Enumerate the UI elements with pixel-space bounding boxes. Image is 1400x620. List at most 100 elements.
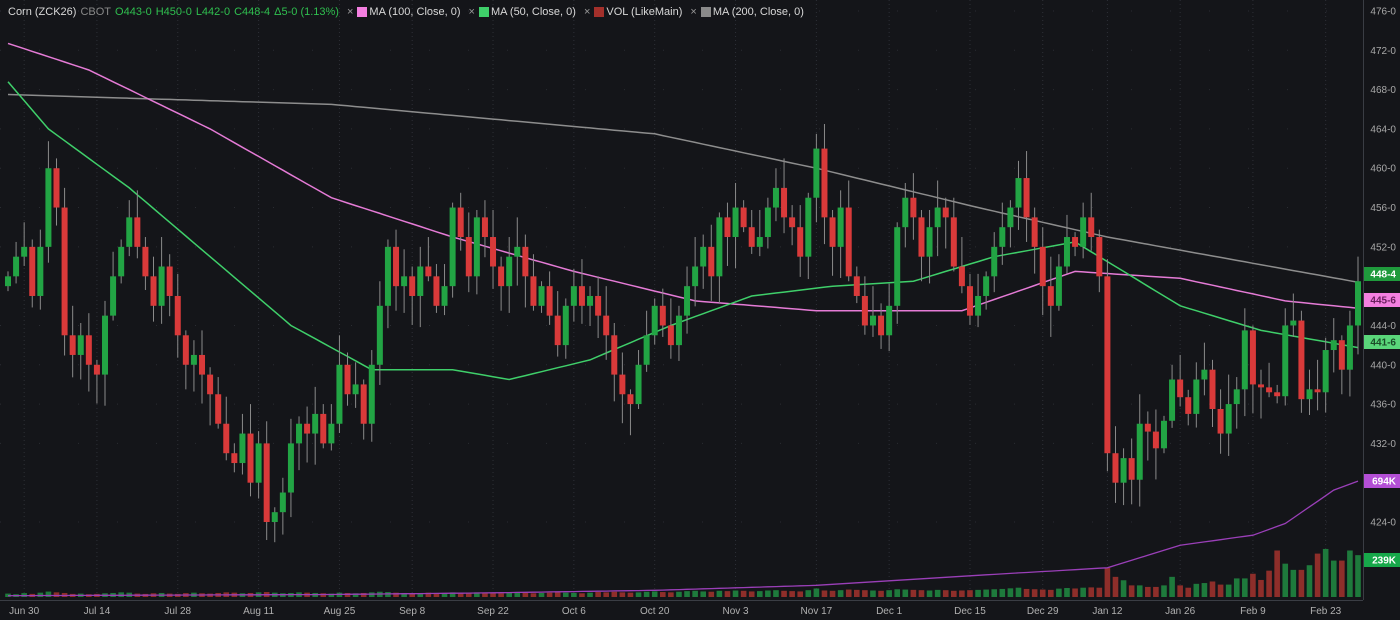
change-value: Δ5-0 (1.13%) [274, 6, 339, 18]
legend-ma200[interactable]: MA (200, Close, 0) [700, 6, 804, 18]
date-tick-label: Jul 28 [164, 606, 191, 617]
candle [384, 239, 391, 329]
ma200-line [7, 93, 1359, 283]
volume-bar [627, 592, 634, 597]
candle [425, 237, 432, 282]
volume-bar [668, 592, 674, 597]
legend-volume[interactable]: VOL (LikeMain) [594, 6, 682, 18]
remove-indicator-ma50-icon[interactable]: × [468, 6, 475, 18]
candle-body [902, 197, 909, 228]
volume-bar [1145, 586, 1151, 597]
candle [134, 190, 141, 259]
volume-bar [797, 591, 804, 597]
volume-bar [805, 590, 812, 597]
candle [1023, 151, 1030, 242]
volume-bar [845, 589, 852, 597]
candle-body [684, 286, 691, 316]
candle [716, 212, 723, 304]
price-tick-label: 464-0 [1370, 124, 1396, 135]
volume-bar [862, 590, 868, 597]
volume-bar [474, 592, 480, 597]
volume-bar [506, 592, 512, 597]
candle [1249, 325, 1256, 414]
candle-body [384, 246, 391, 306]
legend-ma100[interactable]: MA (100, Close, 0) [357, 6, 461, 18]
candle [449, 202, 456, 298]
candle-body [692, 266, 699, 287]
candle [13, 241, 20, 284]
candle-body [199, 354, 206, 375]
candle [1112, 426, 1119, 503]
candle-body [1047, 286, 1054, 306]
date-tick-label: Oct 20 [640, 606, 670, 617]
volume-bar [676, 591, 682, 597]
candle-body [595, 295, 602, 316]
candle [562, 298, 569, 359]
volume-bar [1104, 568, 1111, 597]
remove-indicator-ma100-icon[interactable]: × [346, 6, 354, 18]
price-tick-label: 456-0 [1370, 203, 1396, 214]
volume-bar [765, 590, 771, 597]
legend-volume-label: VOL (LikeMain) [606, 6, 683, 18]
candle [603, 286, 610, 360]
candle-body [1193, 379, 1200, 414]
volume-bar [401, 592, 407, 597]
candle-body [166, 266, 173, 296]
candle [1217, 389, 1224, 454]
candle [1120, 448, 1127, 506]
date-tick-label: Aug 25 [324, 606, 356, 617]
remove-indicator-vol-icon[interactable]: × [583, 6, 591, 18]
legend-ma50[interactable]: MA (50, Close, 0) [478, 6, 576, 18]
volume-bar [595, 592, 601, 597]
candle [643, 310, 650, 372]
ma100-value-tag-bg [1364, 293, 1400, 307]
low-value: L442-0 [195, 6, 231, 18]
volume-bar [457, 592, 464, 597]
volume-bar [417, 592, 424, 597]
candle-body [1063, 237, 1070, 267]
candle-body [239, 433, 246, 464]
candle-body [966, 286, 973, 316]
volume-bar [1088, 587, 1095, 597]
volume-bar [1064, 588, 1070, 597]
candle-body [425, 266, 432, 277]
candle-body [473, 217, 480, 277]
candle [1193, 362, 1200, 428]
volume-bar [902, 589, 909, 597]
candle [166, 254, 173, 317]
volume-bar [1096, 587, 1103, 597]
date-tick-label: Dec 15 [954, 606, 986, 617]
volume-bar [1153, 586, 1159, 597]
candle-body [635, 364, 642, 405]
remove-indicator-ma200-icon[interactable]: × [690, 6, 697, 18]
candle [199, 330, 206, 404]
candle [700, 234, 707, 289]
candle [781, 158, 788, 234]
candle-body [853, 276, 860, 296]
candle [481, 200, 488, 258]
date-tick-label: Nov 17 [801, 606, 833, 617]
candle-body [29, 246, 36, 296]
last-close-tag-bg [1364, 267, 1400, 281]
volume-bar [1112, 576, 1119, 597]
candle [861, 276, 868, 335]
candle-body [1322, 350, 1329, 393]
candle-body [457, 207, 464, 238]
candle [231, 443, 238, 473]
legend-ma200-label: MA (200, Close, 0) [712, 6, 804, 18]
candle [1355, 256, 1361, 355]
volume-bar [837, 590, 844, 597]
candle [805, 192, 812, 280]
volume-bar [1080, 587, 1086, 597]
candle-body [344, 364, 351, 395]
volume-bar [579, 593, 585, 597]
candle-body [190, 354, 197, 365]
candle-body [1233, 389, 1240, 405]
volume-bar [603, 592, 610, 597]
candle-body [481, 217, 488, 238]
candle [1055, 254, 1062, 311]
candle [328, 404, 335, 451]
last-close-tag: 448-4 [1370, 270, 1396, 281]
candle-body [958, 266, 965, 287]
